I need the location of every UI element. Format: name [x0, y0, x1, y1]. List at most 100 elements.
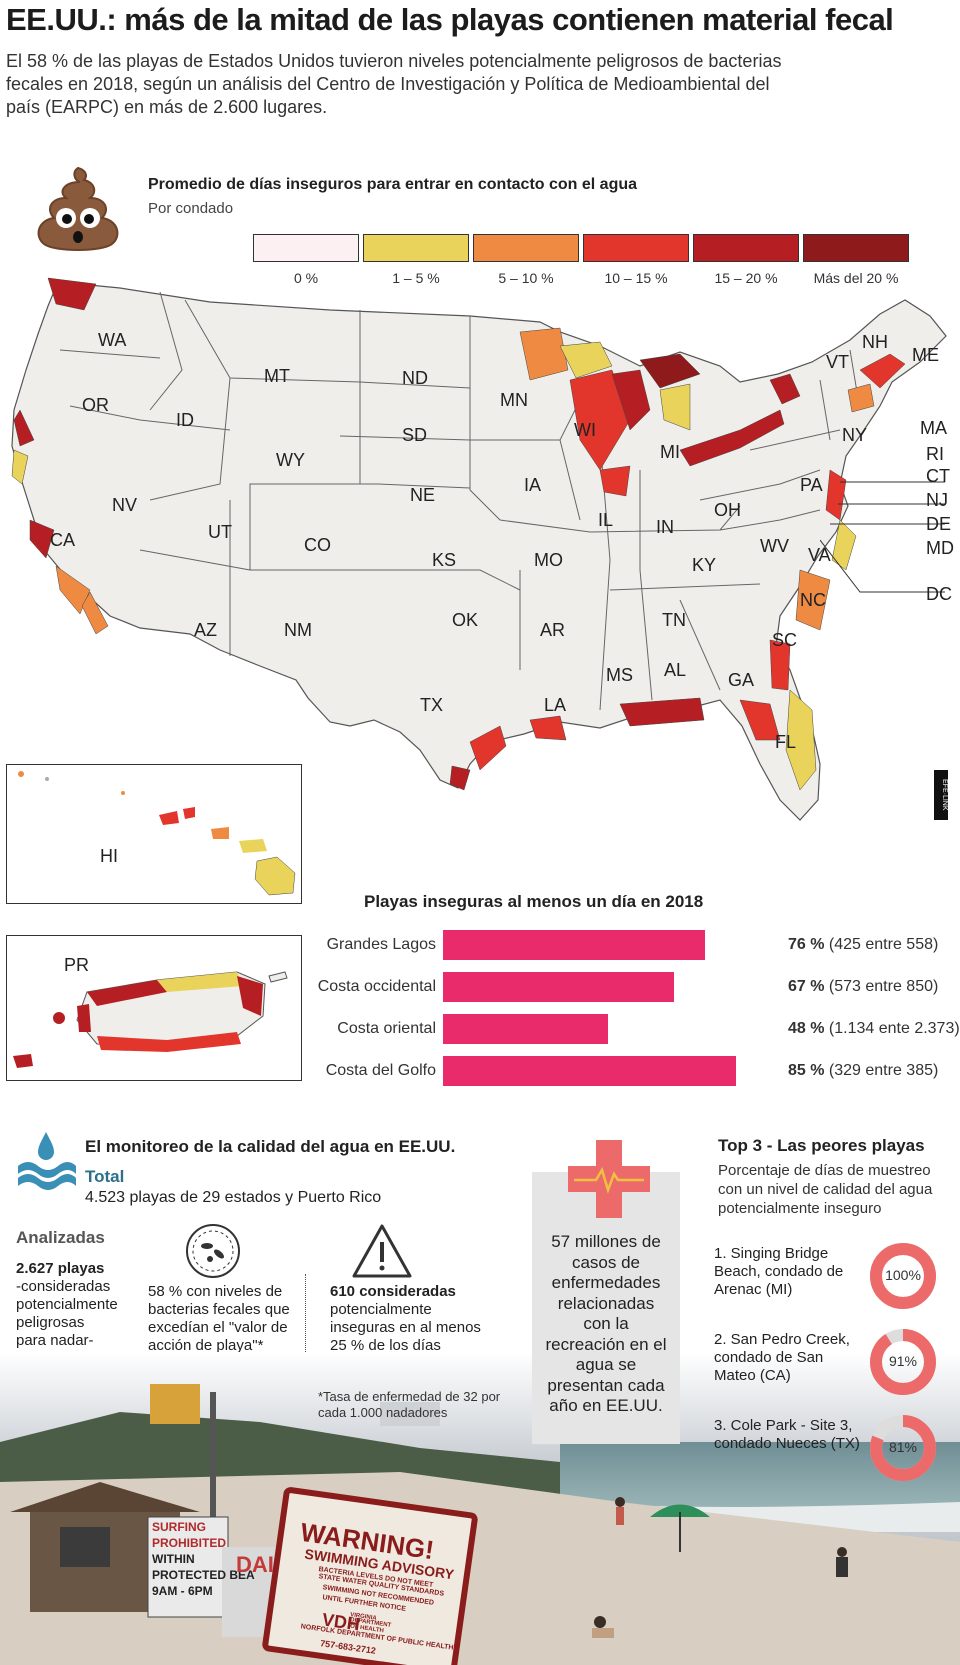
legend-label: 0 %: [293, 270, 319, 286]
state-label-ar: AR: [540, 620, 566, 640]
state-label-in: IN: [656, 517, 674, 537]
donut-chart: [870, 1329, 936, 1395]
state-label-al: AL: [664, 660, 687, 680]
state-label-oh: OH: [714, 500, 741, 520]
hawaii-inset: [6, 764, 302, 904]
bar-value-label: 76 % (425 entre 558): [788, 936, 939, 953]
donut-chart: [870, 1243, 936, 1309]
bacteria-icon: [186, 1224, 240, 1278]
callout-lines: [820, 481, 945, 593]
legend-swatch: [803, 234, 909, 262]
bar: [443, 930, 705, 960]
state-label-sd: SD: [402, 425, 428, 445]
donut-value-label: 100%: [885, 1267, 921, 1283]
bar-chart-title: Playas inseguras al menos un día en 2018: [364, 892, 704, 911]
separator: [305, 1274, 306, 1364]
text-line: 58 % con niveles de: [148, 1283, 283, 1300]
donut-slice: [870, 1243, 936, 1309]
state-label-va: VA: [808, 545, 831, 565]
state-label-mo: MO: [534, 550, 563, 570]
bar-value-label: 48 % (1.134 ente 2.373): [788, 1020, 960, 1037]
total-label: Total: [85, 1167, 125, 1186]
text-line: casos de: [571, 1252, 641, 1272]
top3-beach-name: 2. San Pedro Creek, condado de San Mateo…: [714, 1331, 850, 1384]
state-label-sc: SC: [772, 630, 798, 650]
state-label-ok: OK: [452, 610, 479, 630]
state-label-hi: HI: [100, 846, 118, 866]
cases-text: 57 millones de casos de enfermedades relaci…: [540, 1232, 672, 1417]
us-map-graphic: [11, 277, 947, 821]
text-line: bacterias fecales que: [148, 1301, 290, 1318]
text-line: para nadar-: [16, 1332, 94, 1349]
state-label-il: IL: [598, 510, 614, 530]
state-label-ms: MS: [606, 665, 633, 685]
state-label-fl: FL: [775, 732, 797, 752]
puerto-rico-map: [13, 971, 288, 1068]
text-line: 25 % de los días: [330, 1337, 441, 1354]
state-label-md: MD: [926, 538, 954, 558]
text-line: excedían el "valor de: [148, 1319, 288, 1336]
poop-emoji-icon: [37, 166, 119, 251]
credit-badge: EFE·LINK: [934, 770, 948, 820]
state-label-ca: CA: [50, 530, 76, 550]
total-text: 4.523 playas de 29 estados y Puerto Rico: [85, 1189, 382, 1206]
bar-category-label: Grandes Lagos: [326, 936, 436, 953]
bar-row: Costa oriental 48 % (1.134 ente 2.373): [300, 1014, 960, 1046]
bar-row: Costa del Golfo 85 % (329 entre 385): [300, 1056, 960, 1088]
bar-category-label: Costa del Golfo: [325, 1062, 436, 1079]
text-line: 2.627 playas: [16, 1260, 105, 1277]
text-line: presentan cada: [547, 1375, 665, 1395]
state-label-ne: NE: [410, 485, 436, 505]
state-label-mi: MI: [660, 442, 680, 462]
sign-surfing-text: SURFING: [152, 1520, 206, 1534]
water-drop-icon: [18, 1132, 76, 1190]
analyzed-block: 2.627 playas -consideradas potencialmente p…: [16, 1260, 166, 1350]
us-map: WA OR CA NV ID MT WY UT AZ NM CO ND SD NE KS OK TX MN IA MO…: [0, 270, 960, 910]
analyzed-label: Analizadas: [16, 1228, 105, 1247]
bacteria-block: 58 % con niveles de bacterias fecales que…: [148, 1283, 318, 1355]
legend-label: Más del 20 %: [813, 270, 899, 286]
state-label-dc: DC: [926, 584, 952, 604]
state-label-vt: VT: [826, 352, 850, 372]
state-label-ia: IA: [524, 475, 542, 495]
sign-surfing-text: PROTECTED BEA: [152, 1568, 255, 1582]
text-line: relacionadas: [557, 1293, 655, 1313]
state-label-wv: WV: [760, 536, 789, 556]
state-label-ut: UT: [208, 522, 232, 542]
state-label-mn: MN: [500, 390, 528, 410]
state-label-pr: PR: [64, 955, 90, 975]
monitoring-title: El monitoreo de la calidad del agua en E…: [85, 1137, 456, 1156]
state-label-co: CO: [304, 535, 331, 555]
legend-swatch: [583, 234, 689, 262]
bar-value-label: 67 % (573 entre 850): [788, 978, 939, 995]
state-label-ks: KS: [432, 550, 457, 570]
state-label-wa: WA: [98, 330, 127, 350]
state-label-ny: NY: [842, 425, 868, 445]
state-label-nj: NJ: [926, 490, 948, 510]
state-label-me: ME: [912, 345, 939, 365]
donut-slice: [870, 1415, 936, 1481]
text-line: acción de playa"*: [148, 1337, 264, 1354]
legend-swatch: [363, 234, 469, 262]
legend-swatch: [253, 234, 359, 262]
state-label-ky: KY: [692, 555, 717, 575]
text-line: recreación en el: [545, 1334, 667, 1354]
legend-label: 15 – 20 %: [714, 270, 778, 286]
text-line: año en EE.UU.: [549, 1396, 663, 1415]
bar: [443, 1056, 736, 1086]
text-line: enfermedades: [551, 1273, 661, 1292]
bar-value-label: 85 % (329 entre 385): [788, 1062, 939, 1079]
state-label-ri: RI: [926, 444, 944, 464]
text-line: 57 millones de: [551, 1232, 661, 1251]
bar-row: Costa occidental 67 % (573 entre 850): [300, 972, 960, 1004]
sign-surfing-text: PROHIBITED: [152, 1536, 227, 1550]
top3-subtitle: Porcentaje de días de muestreo con un ni…: [718, 1162, 933, 1217]
page-title: EE.UU.: más de la mitad de las playas co…: [6, 2, 894, 37]
text-line: peligrosas: [16, 1314, 85, 1331]
bar-category-label: Costa occidental: [317, 978, 436, 995]
bar-row: Grandes Lagos 76 % (425 entre 558): [300, 930, 960, 962]
state-label-nv: NV: [112, 495, 138, 515]
text-line: 610 consideradas: [330, 1283, 456, 1300]
text-line: con la: [583, 1314, 629, 1333]
state-label-wi: WI: [574, 420, 596, 440]
